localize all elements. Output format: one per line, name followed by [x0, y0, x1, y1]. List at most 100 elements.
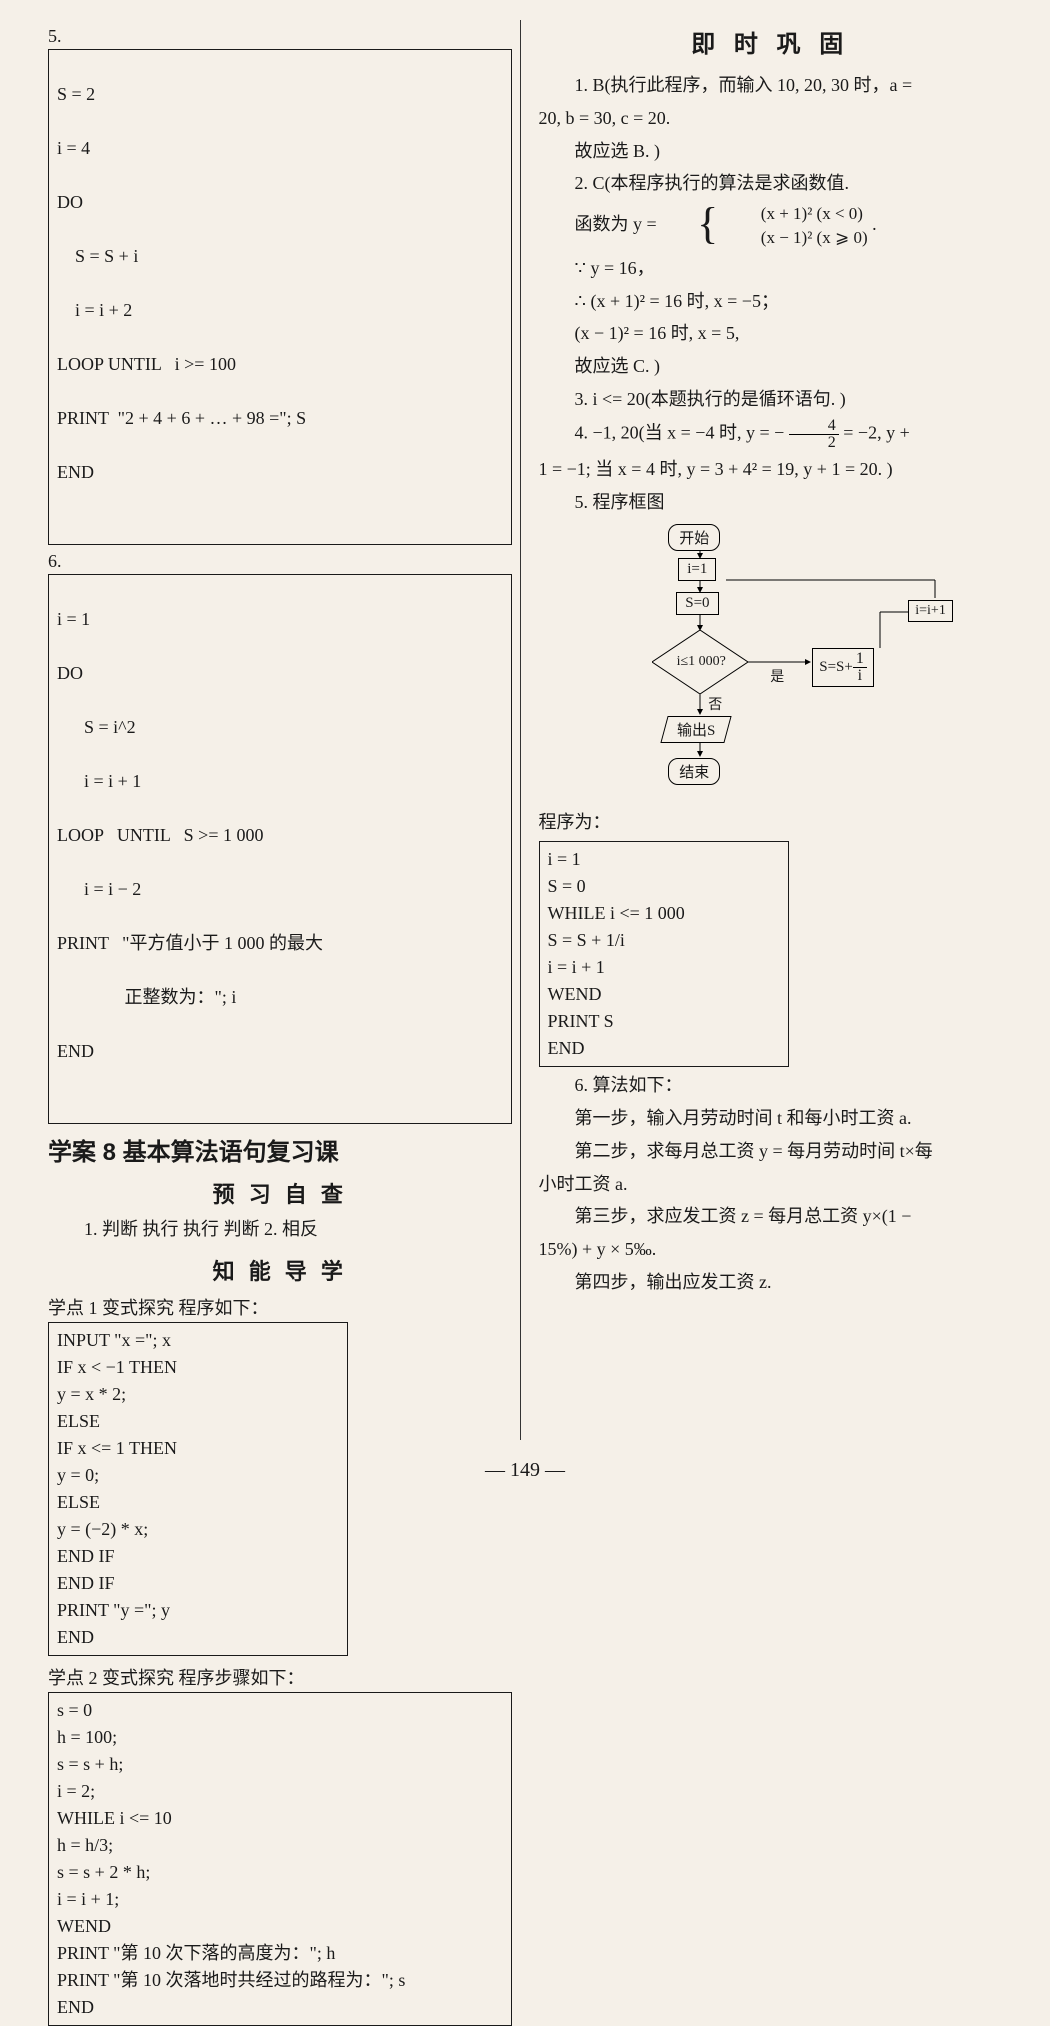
q5-number: 5. — [48, 26, 512, 47]
code-line: s = 0 — [57, 1697, 503, 1724]
flow-no: 否 — [708, 694, 722, 714]
code-line: END IF — [57, 1570, 339, 1597]
p1b: 20, b = 30, c = 20. — [539, 104, 1003, 133]
page-number: — 149 — — [0, 1459, 1050, 1482]
flow-yes: 是 — [770, 666, 784, 686]
code-line: i = i − 2 — [57, 876, 503, 903]
code-line: END — [57, 1038, 503, 1065]
q6-number: 6. — [48, 551, 512, 572]
flow-init-s: S=0 — [676, 592, 718, 615]
code-line: END IF — [57, 1543, 339, 1570]
section2-heading: 知 能 导 学 — [48, 1254, 512, 1286]
p6c: 第三步，求应发工资 z = 每月总工资 y×(1 − — [539, 1202, 1003, 1231]
q5-codebox: S = 2 i = 4 DO S = S + i i = i + 2 LOOP … — [48, 49, 512, 545]
p6d: 第四步，输出应发工资 z. — [539, 1268, 1003, 1297]
code-line: WHILE i <= 10 — [57, 1805, 503, 1832]
p2b-post: . — [872, 214, 877, 234]
code-line: END — [57, 1994, 503, 2021]
code-line: PRINT "平方值小于 1 000 的最大 — [57, 930, 503, 957]
flow-frac: 1i — [853, 651, 867, 684]
code-line: PRINT "第 10 次落地时共经过的路程为："; s — [57, 1967, 503, 1994]
p4a-post: = −2, y + — [843, 422, 909, 442]
code-line: S = 2 — [57, 81, 503, 108]
p2c: ∵ y = 16， — [539, 254, 1003, 283]
left-column: 5. S = 2 i = 4 DO S = S + i i = i + 2 LO… — [40, 20, 521, 1440]
code-line: END — [548, 1035, 780, 1062]
p5b: 程序为： — [539, 808, 1003, 837]
flow-update-i: i=i+1 — [908, 600, 953, 622]
left-brace-icon: { — [661, 202, 718, 246]
code-line: i = 1 — [548, 846, 780, 873]
p6a: 第一步，输入月劳动时间 t 和每小时工资 a. — [539, 1104, 1003, 1133]
code-line: i = i + 2 — [57, 297, 503, 324]
xd1-codebox: INPUT "x ="; x IF x < −1 THEN y = x * 2;… — [48, 1322, 348, 1656]
p4: 4. −1, 20(当 x = −4 时, y = − 4 2 = −2, y … — [539, 418, 1003, 451]
flow-frac-den: i — [853, 668, 867, 684]
code-line: i = i + 1 — [57, 768, 503, 795]
code-line: y = x * 2; — [57, 1381, 339, 1408]
fraction: 4 2 — [789, 418, 839, 451]
flow-output-text: 输出S — [677, 719, 715, 740]
code-line: END — [57, 459, 503, 486]
flow-update-s: S=S+1i — [812, 648, 874, 687]
frac-num: 4 — [789, 418, 839, 435]
p6b: 第二步，求每月总工资 y = 每月劳动时间 t×每 — [539, 1137, 1003, 1166]
section1-heading: 预 习 自 查 — [48, 1177, 512, 1209]
p6c2: 15%) + y × 5‰. — [539, 1235, 1003, 1264]
code-line: END — [57, 1624, 339, 1651]
p2d: ∴ (x + 1)² = 16 时, x = −5； — [539, 287, 1003, 316]
lesson-title: 学案 8 基本算法语句复习课 — [48, 1132, 512, 1167]
code-line: PRINT "2 + 4 + 6 + … + 98 ="; S — [57, 405, 503, 432]
code-line: S = S + i — [57, 243, 503, 270]
p6b2: 小时工资 a. — [539, 1170, 1003, 1199]
code-line: ELSE — [57, 1489, 339, 1516]
xd2-codebox: s = 0 h = 100; s = s + h; i = 2; WHILE i… — [48, 1692, 512, 2026]
code-line: i = i + 1 — [548, 954, 780, 981]
code-line: IF x < −1 THEN — [57, 1354, 339, 1381]
code-line: h = h/3; — [57, 1832, 503, 1859]
p4a-pre: 4. −1, 20(当 x = −4 时, y = − — [575, 422, 789, 442]
code-line: 正整数为："; i — [57, 984, 503, 1011]
p2b-pre: 函数为 y = — [575, 214, 662, 234]
code-line: i = 2; — [57, 1778, 503, 1805]
p5: 5. 程序框图 — [539, 488, 1003, 517]
frac-den: 2 — [789, 435, 839, 451]
code-line: S = S + 1/i — [548, 927, 780, 954]
code-line: ELSE — [57, 1408, 339, 1435]
q6-codebox: i = 1 DO S = i^2 i = i + 1 LOOP UNTIL S … — [48, 574, 512, 1124]
flow-output: 输出S — [661, 716, 733, 743]
piecewise: (x + 1)² (x < 0) (x − 1)² (x ⩾ 0) — [725, 202, 868, 250]
code-line: LOOP UNTIL S >= 1 000 — [57, 822, 503, 849]
flowchart: 开始 i=1 S=0 i≤1 000? 是 否 S=S+1i i=i+1 输出S… — [580, 522, 960, 802]
code-line: i = 4 — [57, 135, 503, 162]
code-line: PRINT "第 10 次下落的高度为："; h — [57, 1940, 503, 1967]
code-line: WEND — [548, 981, 780, 1008]
p2b: 函数为 y = { (x + 1)² (x < 0) (x − 1)² (x ⩾… — [539, 202, 1003, 250]
pw-row2: (x − 1)² (x ⩾ 0) — [725, 226, 868, 250]
code-line: S = i^2 — [57, 714, 503, 741]
p2f: 故应选 C. ) — [539, 352, 1003, 381]
flow-update-s-pre: S=S+ — [819, 659, 853, 675]
code-line: DO — [57, 660, 503, 687]
right-column: 即 时 巩 固 1. B(执行此程序，而输入 10, 20, 30 时，a = … — [531, 20, 1011, 1440]
p2a: 2. C(本程序执行的算法是求函数值. — [539, 169, 1003, 198]
p4b: 1 = −1; 当 x = 4 时, y = 3 + 4² = 19, y + … — [539, 455, 1003, 484]
code5-box: i = 1 S = 0 WHILE i <= 1 000 S = S + 1/i… — [539, 841, 789, 1067]
flow-init-i: i=1 — [678, 558, 716, 581]
code-line: DO — [57, 189, 503, 216]
flowchart-arrows — [580, 522, 960, 802]
code-line: s = s + h; — [57, 1751, 503, 1778]
flow-end: 结束 — [668, 758, 720, 785]
p1c: 故应选 B. ) — [539, 137, 1003, 166]
flow-start: 开始 — [668, 524, 720, 551]
xuedian1: 学点 1 变式探究 程序如下： — [48, 1294, 512, 1320]
p6: 6. 算法如下： — [539, 1071, 1003, 1100]
p3: 3. i <= 20(本题执行的是循环语句. ) — [539, 385, 1003, 414]
flow-frac-num: 1 — [853, 651, 867, 668]
code-line: INPUT "x ="; x — [57, 1327, 339, 1354]
code-line: LOOP UNTIL i >= 100 — [57, 351, 503, 378]
code-line: i = i + 1; — [57, 1886, 503, 1913]
code-line: y = (−2) * x; — [57, 1516, 339, 1543]
flow-cond: i≤1 000? — [666, 654, 736, 670]
code-line: i = 1 — [57, 606, 503, 633]
